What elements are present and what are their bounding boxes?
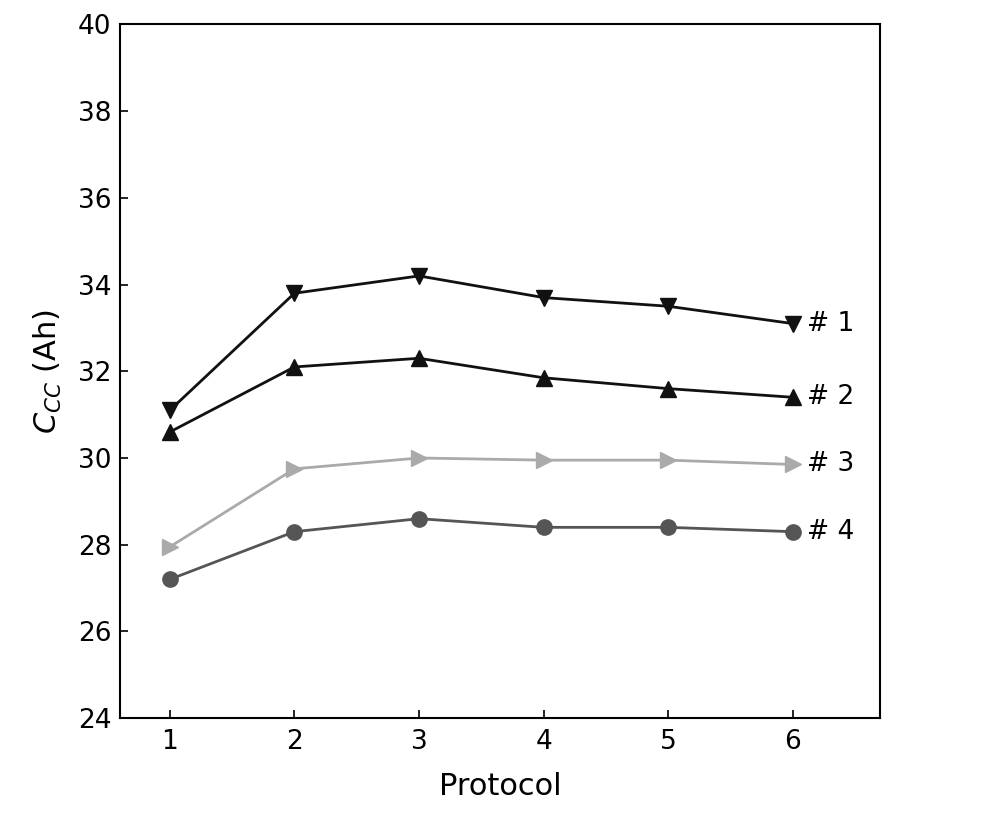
X-axis label: Protocol: Protocol <box>439 772 561 800</box>
Y-axis label: $C_{CC}$ (Ah): $C_{CC}$ (Ah) <box>32 308 64 434</box>
Text: # 2: # 2 <box>807 384 854 410</box>
Text: # 4: # 4 <box>807 519 854 544</box>
Text: # 1: # 1 <box>807 311 854 336</box>
Text: # 3: # 3 <box>807 451 854 477</box>
